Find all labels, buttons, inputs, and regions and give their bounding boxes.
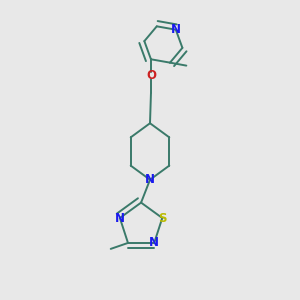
Text: N: N bbox=[171, 23, 181, 36]
Text: O: O bbox=[146, 69, 156, 82]
Text: N: N bbox=[149, 236, 159, 249]
Text: N: N bbox=[145, 173, 155, 186]
Text: S: S bbox=[158, 212, 166, 224]
Text: N: N bbox=[115, 212, 125, 224]
